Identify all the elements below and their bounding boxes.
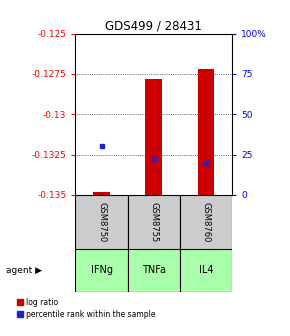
Bar xyxy=(128,195,180,249)
Text: IFNg: IFNg xyxy=(90,265,113,276)
Bar xyxy=(180,249,232,292)
Text: GSM8755: GSM8755 xyxy=(149,202,158,242)
Text: IL4: IL4 xyxy=(199,265,213,276)
Bar xyxy=(75,195,128,249)
Text: agent ▶: agent ▶ xyxy=(6,266,42,275)
Bar xyxy=(180,195,232,249)
Text: TNFa: TNFa xyxy=(142,265,166,276)
Bar xyxy=(145,79,162,195)
Bar xyxy=(75,249,128,292)
Bar xyxy=(128,249,180,292)
Title: GDS499 / 28431: GDS499 / 28431 xyxy=(105,19,202,33)
Bar xyxy=(93,192,110,195)
Bar xyxy=(197,69,214,195)
Legend: log ratio, percentile rank within the sample: log ratio, percentile rank within the sa… xyxy=(15,296,157,320)
Text: GSM8750: GSM8750 xyxy=(97,202,106,242)
Text: GSM8760: GSM8760 xyxy=(201,202,211,242)
